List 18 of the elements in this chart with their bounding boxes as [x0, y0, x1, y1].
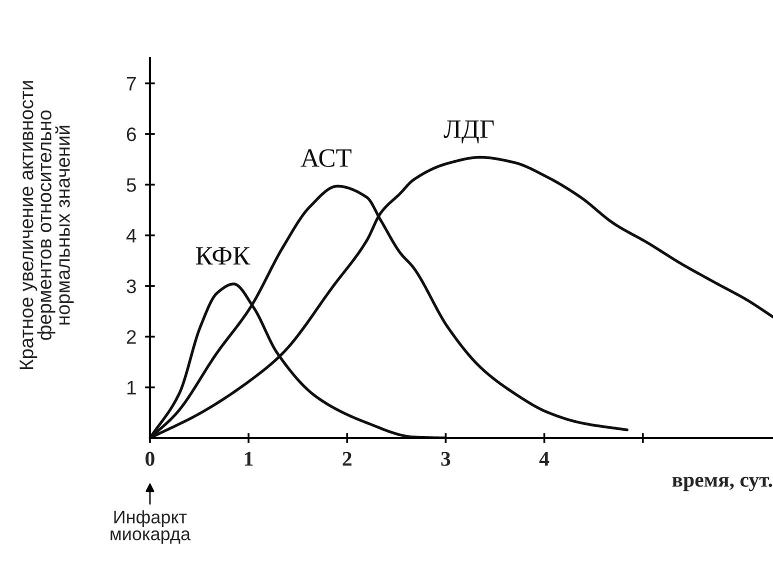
series-label: ЛДГ — [444, 120, 494, 144]
text: Инфаркт миокарда — [110, 510, 191, 544]
y-tick-label: 5 — [126, 178, 136, 192]
series-label: КФК — [196, 247, 250, 264]
series-label: АСТ — [300, 149, 352, 167]
x-tick-label: 4 — [539, 452, 550, 466]
x-tick-label: 1 — [245, 452, 253, 466]
y-tick-label: 2 — [126, 330, 136, 344]
x-axis-title: время, сут. — [672, 476, 772, 492]
x-tick-label: 0 — [146, 452, 154, 466]
x-tick-label: 3 — [441, 452, 450, 466]
y-tick-label: 3 — [126, 279, 136, 294]
y-tick-label: 6 — [126, 127, 136, 142]
x-tick-label: 2 — [342, 452, 352, 466]
y-tick-label: 4 — [126, 229, 136, 242]
y-tick-label: 7 — [126, 76, 136, 90]
y-axis-title: Кратное увеличение активности ферментов относительно нормальных значений — [20, 81, 74, 370]
y-tick-label: 1 — [127, 381, 136, 394]
